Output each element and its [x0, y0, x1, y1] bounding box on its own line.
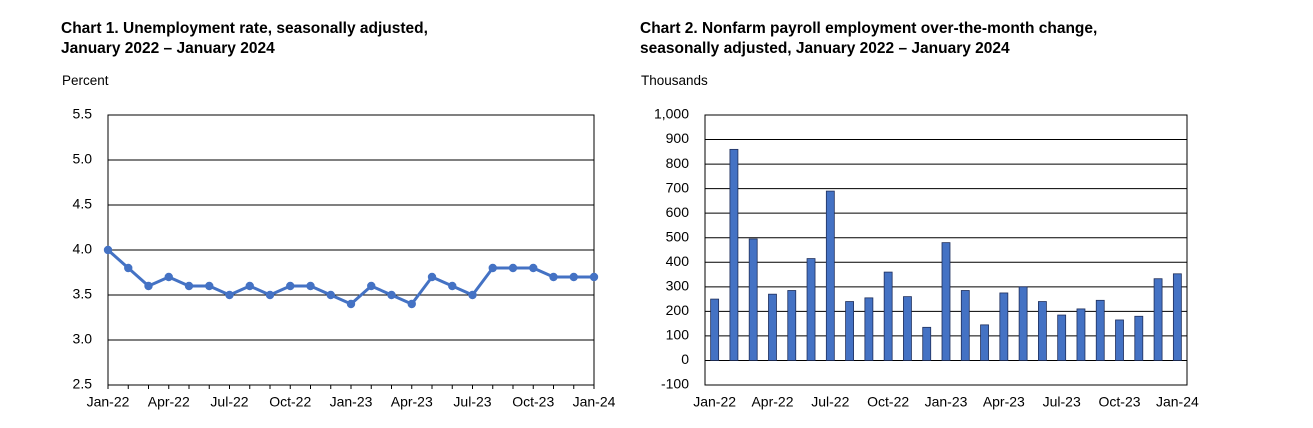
payroll-bar-Jul-23 — [1057, 314, 1067, 361]
chart2-xtick-label: Jul-23 — [1043, 394, 1081, 410]
chart1-ytick-label: 2.5 — [73, 376, 93, 392]
chart2-ytick-label: 200 — [666, 302, 690, 318]
chart2-xtick-label: Apr-22 — [751, 394, 793, 410]
payroll-bar-Oct-23 — [1115, 319, 1124, 361]
chart1-ytick-label: 5.0 — [73, 151, 93, 167]
unemployment-point-Dec-22 — [326, 290, 335, 300]
chart1-xtick-label: Jan-23 — [330, 394, 373, 410]
chart2-xtick-label: Jan-22 — [693, 394, 736, 410]
chart1-xtick-label: Apr-23 — [391, 394, 433, 410]
payroll-bar-Nov-23 — [1134, 315, 1144, 361]
unemployment-point-Aug-22 — [245, 281, 254, 291]
unemployment-point-Mar-22 — [144, 281, 153, 291]
payroll-bar-May-23 — [1018, 286, 1028, 361]
unemployment-point-Dec-23 — [569, 272, 578, 282]
chart1-ytick-label: 4.0 — [73, 241, 93, 257]
payroll-bar-Jun-22 — [806, 258, 816, 361]
unemployment-point-Jan-24 — [589, 272, 599, 282]
payroll-bar-Feb-23 — [960, 290, 970, 361]
unemployment-point-Nov-22 — [306, 281, 315, 291]
chart1-xtick-label: Jan-22 — [87, 394, 130, 410]
unemployment-point-Nov-23 — [549, 272, 558, 282]
payroll-bar-Jan-23 — [941, 242, 951, 361]
chart2-title: Chart 2. Nonfarm payroll employment over… — [640, 19, 1097, 59]
payroll-bar-Sep-22 — [864, 297, 874, 361]
unemployment-point-Sep-23 — [508, 263, 518, 273]
unemployment-point-Jan-22 — [103, 245, 113, 255]
chart2-xtick-label: Apr-23 — [983, 394, 1025, 410]
chart2-ytick-label: -100 — [661, 376, 689, 392]
chart1-ytick-label: 5.5 — [73, 106, 93, 122]
payroll-bar-Dec-23 — [1153, 278, 1163, 361]
payroll-bar-Apr-23 — [999, 292, 1009, 361]
unemployment-point-Aug-23 — [488, 263, 497, 273]
chart2-ylabel: Thousands — [641, 73, 708, 88]
payroll-bar-Jan-24 — [1172, 273, 1182, 361]
chart2-ytick-label: 300 — [666, 278, 690, 294]
chart1-title-line-1: Chart 1. Unemployment rate, seasonally a… — [61, 20, 428, 37]
unemployment-point-Jun-22 — [205, 281, 214, 291]
unemployment-point-Jul-23 — [468, 290, 477, 300]
chart1-title-line-2: January 2022 – January 2024 — [61, 40, 275, 57]
payroll-bar-Aug-23 — [1076, 308, 1086, 361]
unemployment-point-Jun-23 — [448, 281, 457, 291]
unemployment-point-May-22 — [184, 281, 194, 291]
payroll-bar-Dec-22 — [922, 326, 932, 361]
chart1-xtick-label: Jul-22 — [210, 394, 248, 410]
chart1-xtick-label: Oct-23 — [512, 394, 554, 410]
chart1-xtick-label: Oct-22 — [269, 394, 311, 410]
payroll-bar-May-22 — [787, 290, 797, 361]
chart2-xtick-label: Jan-24 — [1156, 394, 1199, 410]
unemployment-point-Feb-22 — [124, 263, 133, 273]
chart1-ytick-label: 3.0 — [73, 331, 93, 347]
unemployment-point-Jan-23 — [346, 299, 356, 309]
chart2-ytick-label: 700 — [666, 179, 690, 195]
chart2-ytick-label: 500 — [666, 228, 690, 244]
chart1-ylabel: Percent — [62, 73, 109, 88]
unemployment-point-Feb-23 — [367, 281, 376, 291]
chart1-title: Chart 1. Unemployment rate, seasonally a… — [61, 19, 428, 59]
payroll-bar-Sep-23 — [1095, 299, 1105, 361]
chart2-title-line-2: seasonally adjusted, January 2022 – Janu… — [640, 40, 1010, 57]
chart2-xtick-label: Oct-23 — [1099, 394, 1141, 410]
chart2-ytick-label: 100 — [666, 327, 690, 343]
chart1-xtick-label: Jul-23 — [453, 394, 491, 410]
chart1-xtick-label: Jan-24 — [573, 394, 616, 410]
chart1-ytick-label: 4.5 — [73, 196, 93, 212]
chart2-ytick-label: 1,000 — [654, 106, 689, 122]
chart2-title-line-1: Chart 2. Nonfarm payroll employment over… — [640, 20, 1098, 37]
unemployment-point-May-23 — [427, 272, 437, 282]
chart1-ytick-label: 3.5 — [73, 286, 93, 302]
payroll-bar-Aug-22 — [845, 301, 854, 361]
payroll-bar-Feb-22 — [729, 148, 739, 361]
unemployment-point-Mar-23 — [387, 290, 396, 300]
payroll-bar-Mar-22 — [748, 238, 758, 361]
payroll-bar-Jun-23 — [1038, 301, 1047, 361]
unemployment-point-Oct-23 — [529, 263, 538, 273]
chart2-ytick-label: 0 — [681, 351, 689, 367]
unemployment-point-Apr-23 — [407, 299, 416, 309]
chart2-plot-frame — [704, 114, 1188, 386]
chart2-xtick-label: Jul-22 — [811, 394, 849, 410]
payroll-bar-Jul-22 — [825, 190, 835, 361]
chart1-xtick-label: Apr-22 — [148, 394, 190, 410]
unemployment-point-Sep-22 — [265, 290, 275, 300]
chart2-xtick-label: Jan-23 — [925, 394, 968, 410]
unemployment-point-Apr-22 — [164, 272, 173, 282]
unemployment-point-Oct-22 — [286, 281, 295, 291]
payroll-bar-Jan-22 — [710, 298, 720, 361]
unemployment-point-Jul-22 — [225, 290, 234, 300]
chart2-ytick-label: 400 — [666, 253, 690, 269]
chart2-ytick-label: 900 — [666, 130, 690, 146]
payroll-bar-Nov-22 — [903, 296, 912, 361]
chart2-ytick-label: 800 — [666, 155, 690, 171]
chart2-xtick-label: Oct-22 — [867, 394, 909, 410]
payroll-bar-Apr-22 — [768, 293, 777, 361]
payroll-bar-Mar-23 — [980, 324, 989, 361]
chart2-ytick-label: 600 — [666, 204, 690, 220]
payroll-bar-Oct-22 — [883, 271, 893, 361]
